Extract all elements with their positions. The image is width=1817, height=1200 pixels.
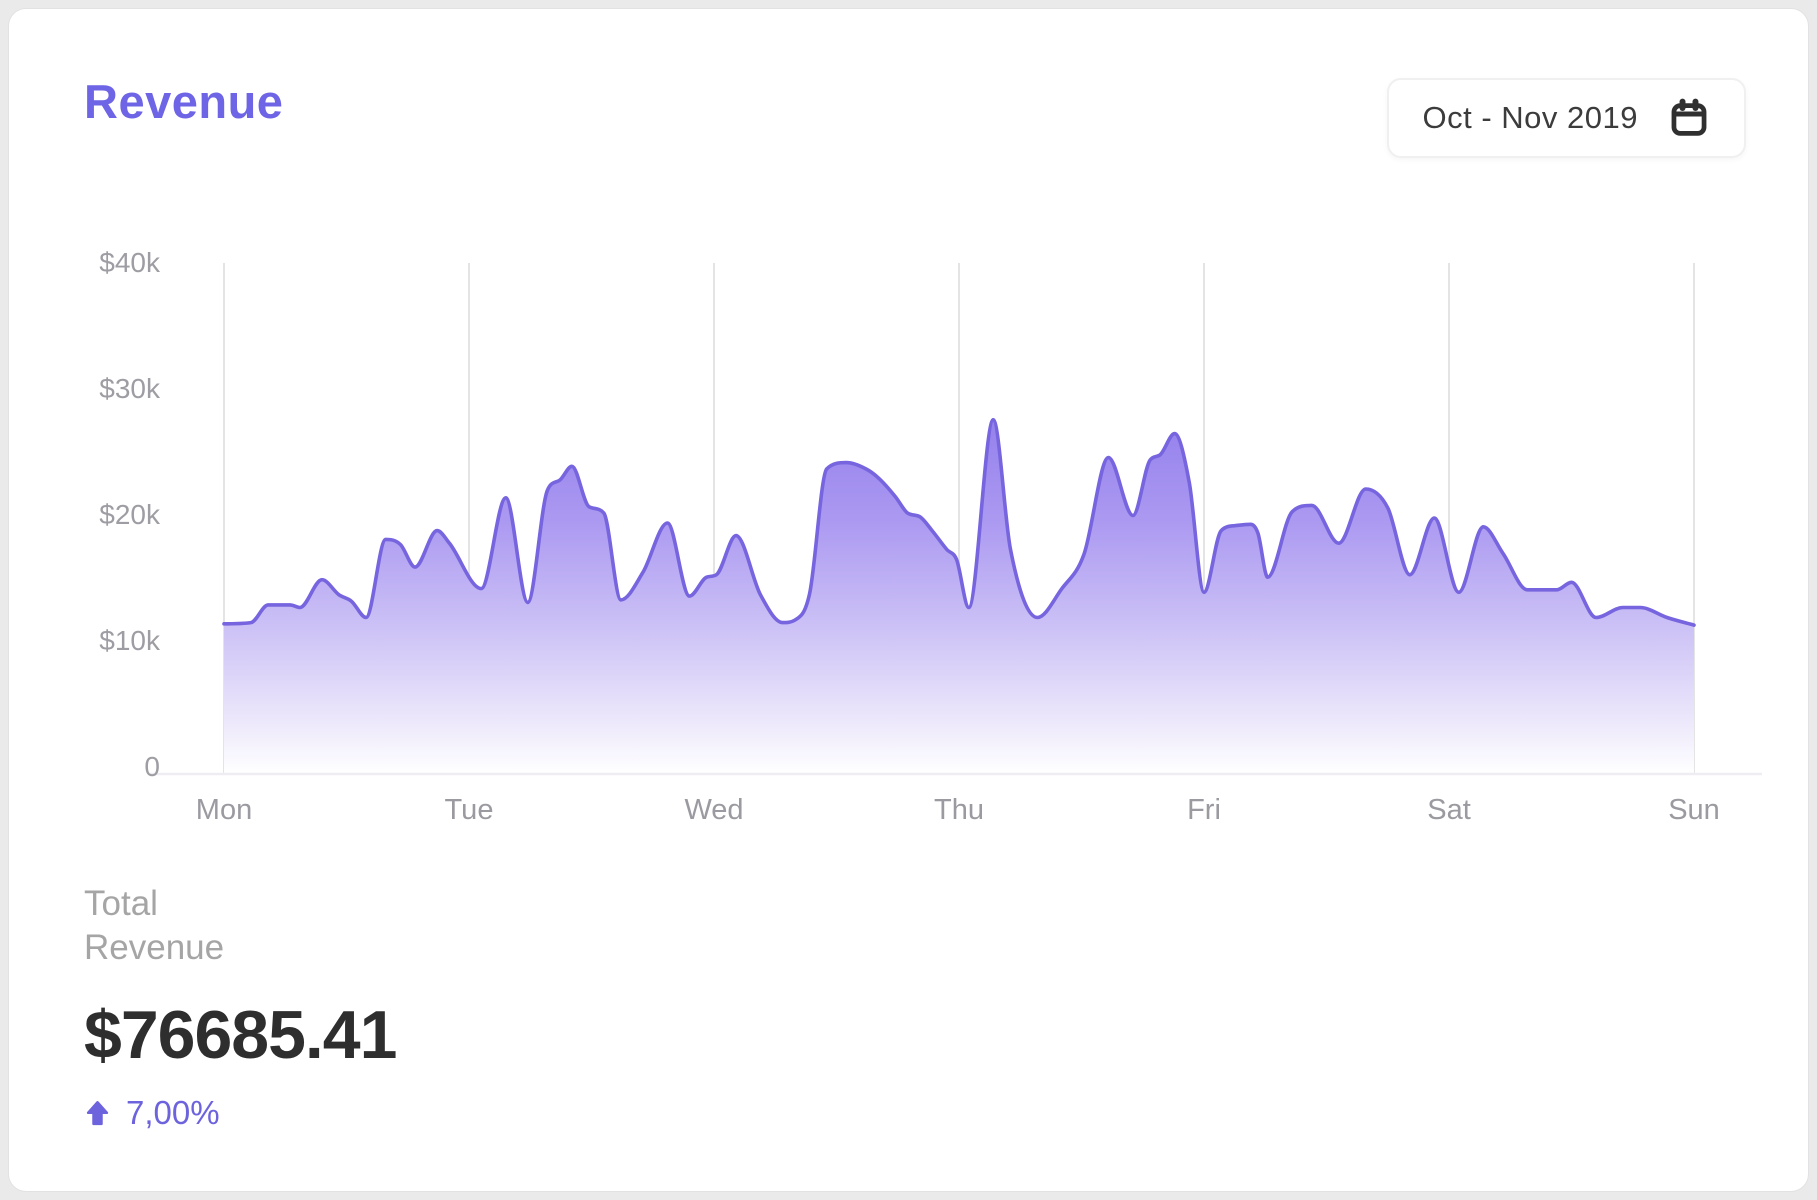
delta-value: 7,00% bbox=[126, 1094, 220, 1131]
arrow-up-icon bbox=[84, 1100, 111, 1127]
calendar-icon bbox=[1668, 97, 1710, 139]
revenue-line bbox=[222, 417, 1696, 627]
total-revenue-label-line2: Revenue bbox=[84, 927, 225, 967]
revenue-delta: 7,00% bbox=[84, 1094, 220, 1132]
total-revenue-label-line1: Total bbox=[84, 884, 158, 923]
total-revenue-value: $76685.41 bbox=[84, 997, 397, 1073]
date-range-label: Oct - Nov 2019 bbox=[1422, 100, 1638, 135]
date-range-button[interactable]: Oct - Nov 2019 bbox=[1386, 78, 1746, 158]
total-revenue-label: Total Revenue bbox=[84, 882, 224, 970]
page-title: Revenue bbox=[84, 75, 284, 128]
